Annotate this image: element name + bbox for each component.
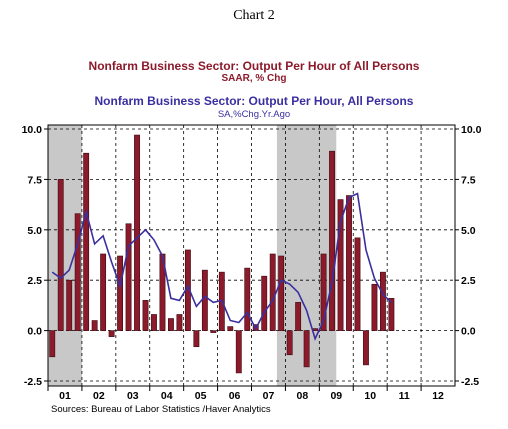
y-tick-label-right: 7.5: [461, 174, 476, 186]
x-tick-label: 05: [195, 390, 207, 402]
y-tick-label-left: 5.0: [27, 225, 42, 237]
bar: [117, 255, 124, 331]
x-tick-label: 08: [297, 390, 309, 402]
x-tick-label: 06: [229, 390, 241, 402]
bar: [354, 237, 361, 331]
x-tick-label: 12: [432, 390, 444, 402]
bar: [66, 279, 73, 331]
bar: [363, 330, 369, 366]
bar: [227, 326, 234, 331]
bar: [388, 298, 395, 331]
bar: [159, 253, 166, 331]
source-note: Sources: Bureau of Labor Statistics /Hav…: [51, 404, 271, 415]
bar: [320, 253, 327, 331]
bar: [91, 320, 98, 331]
bar: [244, 267, 251, 331]
y-tick-label-right: 10.0: [461, 124, 482, 136]
bar: [151, 314, 157, 331]
bar: [100, 253, 107, 331]
bar: [210, 330, 217, 333]
bar: [57, 179, 64, 331]
x-tick-label: 07: [263, 390, 275, 402]
bar: [269, 253, 276, 331]
bar: [168, 318, 174, 331]
bar: [108, 330, 115, 337]
bar: [193, 330, 200, 348]
x-tick-label: 11: [399, 390, 410, 402]
legend-bar-series-units: SAAR, % Chg: [221, 73, 287, 84]
y-tick-label-right: 5.0: [461, 225, 476, 237]
line-series: [51, 192, 392, 341]
y-tick-label-left: 10.0: [22, 124, 43, 136]
x-tick-label: 09: [330, 390, 342, 402]
bar: [74, 213, 81, 331]
y-tick-label-right: 2.5: [461, 275, 476, 287]
y-tick-label-left: 2.5: [27, 275, 42, 287]
bar: [142, 300, 149, 331]
bar: [295, 302, 302, 331]
bar: [303, 330, 310, 368]
plot-frame: [47, 124, 456, 387]
x-tick-label: 04: [161, 390, 173, 402]
bar: [329, 150, 335, 331]
bar: [49, 330, 56, 358]
bar: [235, 330, 242, 374]
y-tick-label-right: -2.5: [461, 376, 479, 388]
bar: [371, 283, 378, 331]
bar: [337, 199, 344, 331]
legend-bar-series-name: Nonfarm Business Sector: Output Per Hour…: [88, 59, 420, 73]
x-tick-label: 10: [364, 390, 376, 402]
legend-line-series-units: SA,%Chg.Yr.Ago: [217, 109, 291, 120]
y-tick-label-right: 0.0: [461, 326, 476, 338]
legend-line-series-name: Nonfarm Business Sector: Output Per Hour…: [94, 94, 414, 108]
y-tick-label-left: -2.5: [24, 376, 42, 388]
x-tick-label: 02: [93, 390, 105, 402]
bar: [134, 134, 140, 331]
bar: [201, 269, 208, 331]
bar: [125, 223, 132, 331]
bar: [379, 271, 386, 331]
bar: [346, 195, 352, 331]
bar: [83, 152, 90, 331]
x-tick-label: 03: [127, 390, 139, 402]
bar: [278, 255, 285, 331]
bar: [286, 330, 293, 356]
bar: [176, 314, 183, 331]
y-tick-label-left: 7.5: [27, 174, 42, 186]
bar: [261, 275, 268, 331]
chart-title: Chart 2: [233, 8, 275, 23]
x-tick-label: 01: [59, 390, 71, 402]
y-tick-label-left: 0.0: [27, 326, 42, 338]
